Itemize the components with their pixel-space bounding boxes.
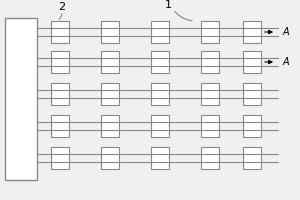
Bar <box>243 51 261 73</box>
Bar <box>5 18 37 180</box>
Bar <box>101 83 119 105</box>
Bar <box>101 21 119 43</box>
Bar <box>151 83 169 105</box>
Bar <box>151 115 169 137</box>
Bar <box>51 83 69 105</box>
Text: 2: 2 <box>58 2 66 12</box>
Bar <box>51 115 69 137</box>
Bar <box>201 147 219 169</box>
Bar <box>51 21 69 43</box>
Bar <box>243 115 261 137</box>
Bar <box>51 147 69 169</box>
Bar <box>101 147 119 169</box>
Text: 1: 1 <box>164 0 172 10</box>
Bar <box>201 115 219 137</box>
Text: A: A <box>283 27 290 37</box>
Bar <box>201 83 219 105</box>
Bar <box>151 21 169 43</box>
Bar <box>101 115 119 137</box>
Bar <box>151 147 169 169</box>
Bar <box>201 51 219 73</box>
Bar <box>243 147 261 169</box>
Bar <box>243 21 261 43</box>
Text: A: A <box>283 57 290 67</box>
Bar <box>51 51 69 73</box>
Bar <box>151 51 169 73</box>
Bar <box>243 83 261 105</box>
Bar <box>101 51 119 73</box>
Bar <box>201 21 219 43</box>
